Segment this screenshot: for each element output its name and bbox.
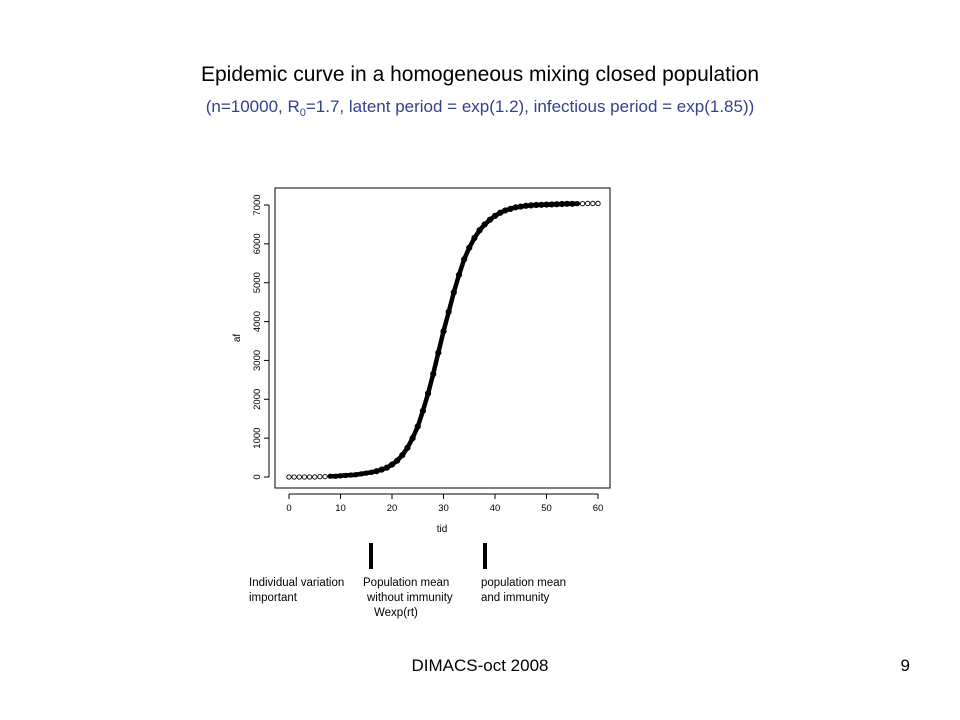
y-tick-label: 7000 xyxy=(252,194,263,215)
data-point xyxy=(440,328,447,335)
data-point xyxy=(322,473,328,480)
annotation-col3-line1: population mean xyxy=(481,577,567,589)
data-point xyxy=(461,256,468,263)
data-point xyxy=(327,473,333,479)
data-point xyxy=(574,200,581,207)
data-point xyxy=(348,472,354,478)
annotation-col3: population mean and immunity xyxy=(481,576,566,606)
x-tick-label: 10 xyxy=(335,503,346,514)
data-point xyxy=(590,200,596,207)
data-point xyxy=(394,457,401,464)
data-point xyxy=(435,349,442,356)
x-tick-label: 20 xyxy=(387,503,398,514)
annotation-col1-line2: important xyxy=(249,592,297,604)
footer-text: DIMACS-oct 2008 xyxy=(411,656,549,675)
data-points xyxy=(286,200,601,480)
annotation-col2-line2: without immunity xyxy=(367,592,453,604)
data-point xyxy=(497,209,504,216)
data-point xyxy=(291,474,297,480)
x-tick-label: 40 xyxy=(490,503,501,514)
y-tick-label: 6000 xyxy=(252,233,263,254)
y-tick-label: 1000 xyxy=(252,428,263,449)
data-point xyxy=(471,234,478,242)
subtitle-part-after: =1.7, latent period = exp(1.2), infectio… xyxy=(305,97,755,116)
data-point xyxy=(414,423,421,430)
data-point xyxy=(430,370,437,378)
x-tick-label: 60 xyxy=(593,503,604,514)
data-curve xyxy=(327,201,580,479)
data-point xyxy=(368,469,375,475)
data-point xyxy=(363,470,369,476)
data-point xyxy=(399,452,406,459)
marker-bar-left xyxy=(369,543,374,569)
data-point xyxy=(450,289,457,296)
annotation-col2-line1: Population mean xyxy=(363,577,450,589)
annotation-col3-line2: and immunity xyxy=(481,592,550,604)
x-tick-label: 0 xyxy=(286,503,291,514)
subtitle-part-before: (n=10000, R xyxy=(205,97,300,116)
annotation-col1: Individual variation important xyxy=(249,576,344,606)
data-point xyxy=(481,221,488,228)
y-tick-label: 4000 xyxy=(252,311,263,332)
y-axis: 0 1000 2000 3000 4000 5000 6000 7000 xyxy=(252,194,270,480)
data-point xyxy=(332,473,339,479)
data-point xyxy=(296,474,302,480)
marker-bar-right xyxy=(482,543,487,569)
slide-subtitle: (n=10000, R0=1.7, latent period = exp(1.… xyxy=(0,96,960,119)
data-point xyxy=(455,271,463,279)
annotation-col2-line3: Wexp(rt) xyxy=(374,607,418,619)
slide-title: Epidemic curve in a homogeneous mixing c… xyxy=(201,63,759,86)
y-tick-label: 5000 xyxy=(252,272,263,293)
data-point xyxy=(353,472,359,478)
data-point xyxy=(486,216,493,223)
epidemic-curve-chart: 0 10 20 30 40 50 60 0 1000 2000 3000 4000 5000 6000 7… xyxy=(232,187,611,535)
data-point xyxy=(388,461,396,468)
data-point xyxy=(337,473,344,479)
data-point xyxy=(383,464,390,471)
annotation-col1-line1: Individual variation xyxy=(249,577,345,589)
data-point xyxy=(409,435,416,442)
data-point xyxy=(595,200,601,207)
subtitle-subscript: 0 xyxy=(299,107,306,119)
y-axis-label: af xyxy=(232,334,243,343)
data-point xyxy=(579,200,586,207)
x-tick-label: 30 xyxy=(438,503,449,514)
data-point xyxy=(404,444,411,451)
data-point xyxy=(306,474,313,480)
plot-frame xyxy=(274,187,611,489)
page-number: 9 xyxy=(900,656,910,675)
x-axis-label: tid xyxy=(437,524,448,535)
x-tick-label: 50 xyxy=(541,503,552,514)
data-point xyxy=(301,474,308,480)
data-point xyxy=(445,308,452,315)
data-point xyxy=(286,474,292,480)
data-point xyxy=(343,472,349,479)
data-point xyxy=(476,227,483,234)
data-point xyxy=(317,473,323,480)
data-point xyxy=(358,471,364,477)
data-point xyxy=(378,466,385,473)
data-point xyxy=(585,200,591,207)
y-tick-label: 3000 xyxy=(252,350,263,371)
annotation-col2: Population mean without immunity Wexp(rt… xyxy=(363,576,453,621)
y-tick-label: 0 xyxy=(252,474,263,479)
x-axis: 0 10 20 30 40 50 60 xyxy=(286,493,604,514)
data-point xyxy=(419,407,426,415)
data-point xyxy=(466,244,473,251)
y-tick-label: 2000 xyxy=(252,389,263,410)
data-point xyxy=(424,390,432,397)
data-point xyxy=(312,474,318,480)
data-point xyxy=(491,212,499,219)
